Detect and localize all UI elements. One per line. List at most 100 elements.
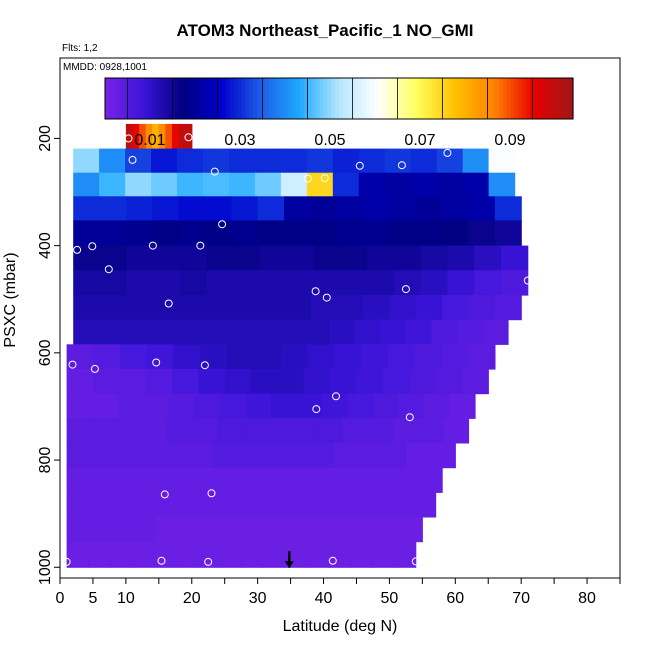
heatmap-cell — [125, 172, 152, 197]
heatmap-cell — [244, 516, 268, 543]
heatmap-cell — [132, 123, 140, 150]
colorbar-swatch — [210, 78, 215, 119]
heatmap-cell — [204, 294, 232, 321]
sample-point — [68, 360, 77, 369]
heatmap-cell — [188, 442, 213, 469]
heatmap-cell — [474, 270, 502, 296]
heatmap-cell — [233, 245, 261, 271]
heatmap-cell — [420, 270, 449, 296]
colorbar-swatch — [339, 78, 344, 119]
colorbar-swatch — [346, 78, 352, 119]
colorbar-swatch — [327, 78, 332, 119]
colorbar-swatch — [132, 78, 137, 119]
heatmap-cell — [284, 196, 311, 221]
heatmap-cell — [310, 220, 338, 247]
heatmap-cell — [153, 270, 181, 296]
colorbar-swatch — [432, 78, 438, 119]
heatmap-cell — [436, 148, 464, 174]
colorbar-swatch — [202, 78, 207, 119]
sample-point — [62, 557, 71, 566]
heatmap-cell — [277, 368, 305, 395]
heatmap-cell — [200, 516, 223, 543]
sample-point — [184, 133, 193, 142]
x-tick-label: 80 — [578, 590, 596, 607]
heatmap-cell — [254, 172, 282, 197]
heatmap-cell — [358, 172, 386, 197]
colorbar-swatch — [456, 78, 461, 119]
heatmap-cell — [363, 220, 391, 247]
colorbar-swatch — [358, 78, 363, 119]
heatmap-cell — [355, 516, 379, 543]
heatmap-cell — [110, 541, 133, 568]
sample-point — [411, 557, 420, 566]
heatmap-cell — [219, 393, 246, 419]
heatmap-cell — [178, 294, 206, 321]
chart-title: ATOM3 Northeast_Pacific_1 NO_GMI — [177, 21, 474, 40]
heatmap-cell — [194, 393, 221, 419]
heatmap-cell — [442, 220, 470, 247]
sample-point — [405, 413, 414, 422]
heatmap-cell — [442, 294, 470, 321]
heatmap-cell — [175, 541, 199, 568]
heatmap-cell — [372, 541, 395, 568]
colorbar-swatch — [112, 78, 118, 119]
heatmap-cell — [219, 541, 242, 568]
heatmap-cell — [88, 541, 111, 568]
heatmap-cell — [410, 148, 438, 174]
colorbar-swatch — [483, 78, 488, 119]
colorbar-swatch — [526, 78, 531, 119]
heatmap-cell — [153, 245, 181, 271]
heatmap-cell — [253, 344, 282, 370]
heatmap-cells — [66, 123, 529, 568]
colorbar-swatch — [354, 78, 360, 119]
heatmap-cell — [152, 220, 180, 247]
heatmap-cell — [436, 172, 464, 197]
heatmap-cell — [424, 393, 451, 419]
sample-point — [200, 361, 209, 370]
colorbar-swatch — [307, 78, 313, 119]
heatmap-cell — [145, 123, 153, 150]
heatmap-cell — [125, 220, 153, 247]
heatmap-cell — [158, 123, 166, 150]
heatmap-cell — [284, 294, 311, 321]
colorbar-swatch — [272, 78, 278, 119]
heatmap-cell — [343, 492, 367, 518]
heatmap-cell — [260, 270, 288, 296]
heatmap-cell — [257, 220, 285, 247]
colorbar-frame — [104, 77, 574, 120]
heatmap-cell — [168, 393, 195, 419]
y-axis-label: PSXC (mbar) — [2, 252, 19, 347]
sample-point — [523, 276, 532, 285]
heatmap-cell — [233, 270, 261, 296]
colorbar-swatch — [569, 78, 574, 119]
colorbar-swatch — [557, 78, 562, 119]
sample-point — [148, 241, 157, 250]
y-tick-label: 200 — [37, 125, 54, 152]
heatmap-cell — [494, 196, 522, 221]
heatmap-cell — [143, 393, 170, 419]
colorbar-swatch — [303, 78, 309, 119]
sample-point — [332, 392, 340, 401]
heatmap-cell — [435, 368, 463, 395]
heatmap-cell — [92, 368, 120, 395]
colorbar-swatch — [257, 78, 262, 119]
colorbar-swatch — [350, 78, 356, 119]
colorbar-swatch — [335, 78, 340, 119]
heatmap-cell — [340, 245, 368, 271]
colorbar-swatch — [288, 78, 293, 119]
sample-point — [152, 358, 161, 367]
heatmap-cell — [245, 393, 272, 419]
colorbar-swatch — [389, 78, 395, 119]
colorbar-swatch — [479, 78, 484, 119]
colorbar-swatch — [495, 78, 500, 119]
heatmap-cell — [177, 172, 204, 197]
heatmap-cell — [367, 245, 395, 271]
heatmap-cell — [173, 344, 201, 370]
heatmap-cell — [389, 492, 414, 518]
heatmap-cell — [336, 196, 364, 221]
heatmap-cell — [212, 442, 238, 469]
colorbar-swatch — [136, 78, 141, 119]
sample-point — [157, 556, 166, 565]
heatmap-cell — [145, 368, 173, 395]
heatmap-cell — [251, 492, 275, 518]
